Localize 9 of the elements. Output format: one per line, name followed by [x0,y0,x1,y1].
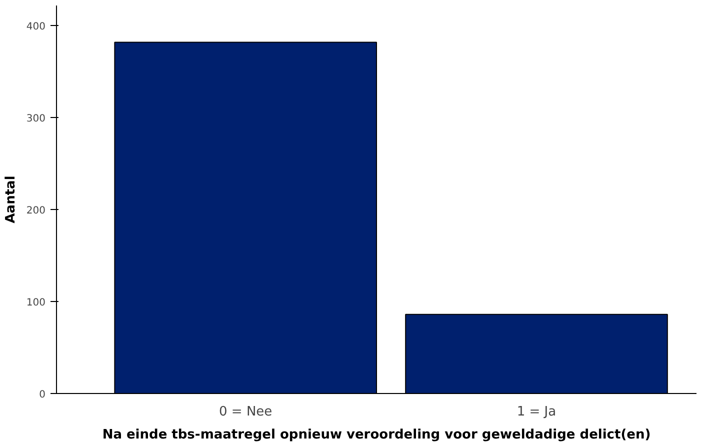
y-axis-title: Aantal [3,176,18,224]
y-tick-label: 100 [26,298,46,309]
y-tick-label: 300 [26,114,46,125]
x-tick-label: 0 = Nee [219,404,272,420]
y-tick-label: 200 [26,206,46,217]
x-tick-label: 1 = Ja [516,404,556,420]
y-tick-label: 400 [26,22,46,33]
y-tick-label: 0 [39,390,46,400]
x-axis-title: Na einde tbs-maatregel opnieuw veroordeling voor geweldadige delict(en) [102,428,651,442]
